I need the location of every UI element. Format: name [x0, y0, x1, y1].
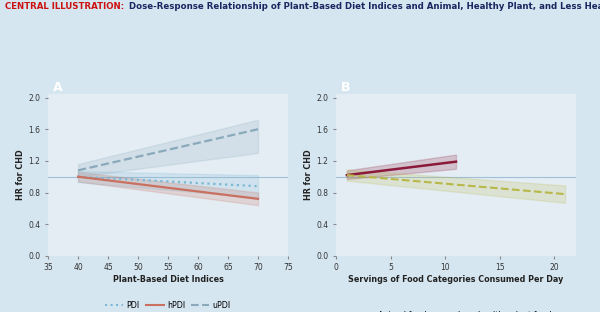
- X-axis label: Plant-Based Diet Indices: Plant-Based Diet Indices: [113, 275, 223, 284]
- Text: B: B: [341, 81, 350, 94]
- Text: A: A: [53, 81, 62, 94]
- Y-axis label: HR for CHD: HR for CHD: [304, 149, 313, 200]
- X-axis label: Servings of Food Categories Consumed Per Day: Servings of Food Categories Consumed Per…: [349, 275, 563, 284]
- Text: Dose-Response Relationship of Plant-Based Diet Indices and Animal, Healthy Plant: Dose-Response Relationship of Plant-Base…: [126, 2, 600, 11]
- Legend: Animal foods, Less healthy plant foods: Animal foods, Less healthy plant foods: [353, 308, 559, 312]
- Text: CENTRAL ILLUSTRATION:: CENTRAL ILLUSTRATION:: [5, 2, 124, 11]
- Legend: PDI, hPDI, uPDI: PDI, hPDI, uPDI: [102, 298, 234, 312]
- Y-axis label: HR for CHD: HR for CHD: [16, 149, 25, 200]
